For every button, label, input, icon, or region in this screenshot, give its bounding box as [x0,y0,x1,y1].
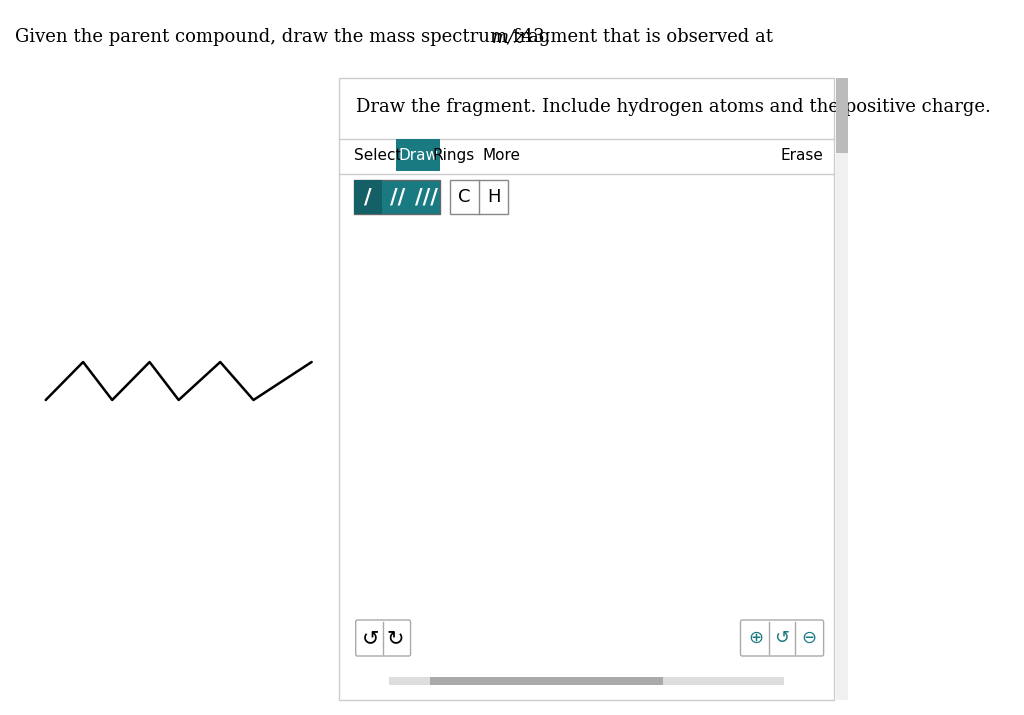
Text: Select: Select [353,147,401,162]
Bar [430,677,664,685]
Text: C: C [459,188,471,206]
FancyBboxPatch shape [740,620,823,656]
Bar [389,677,783,685]
Text: Draw the fragment. Include hydrogen atoms and the positive charge.: Draw the fragment. Include hydrogen atom… [355,98,990,116]
Bar [836,78,848,153]
FancyBboxPatch shape [355,620,411,656]
Text: 43.: 43. [516,28,551,46]
Text: ⊖: ⊖ [801,629,816,647]
Text: ↺: ↺ [361,628,380,648]
FancyBboxPatch shape [354,180,382,214]
Text: ⊕: ⊕ [748,629,763,647]
FancyBboxPatch shape [354,180,440,214]
Bar [836,78,848,700]
Text: Erase: Erase [780,147,823,162]
FancyBboxPatch shape [339,78,834,700]
FancyBboxPatch shape [396,139,439,171]
FancyBboxPatch shape [451,180,508,214]
Text: ↻: ↻ [387,628,404,648]
Text: /: / [365,187,372,207]
Text: //: // [389,187,404,207]
Text: More: More [483,147,521,162]
Text: H: H [486,188,501,206]
Text: ↺: ↺ [774,629,790,647]
Text: m/z: m/z [492,28,524,46]
Text: Given the parent compound, draw the mass spectrum fragment that is observed at: Given the parent compound, draw the mass… [15,28,778,46]
Text: ///: /// [415,187,438,207]
Text: Rings: Rings [433,147,475,162]
Text: Draw: Draw [399,147,439,162]
